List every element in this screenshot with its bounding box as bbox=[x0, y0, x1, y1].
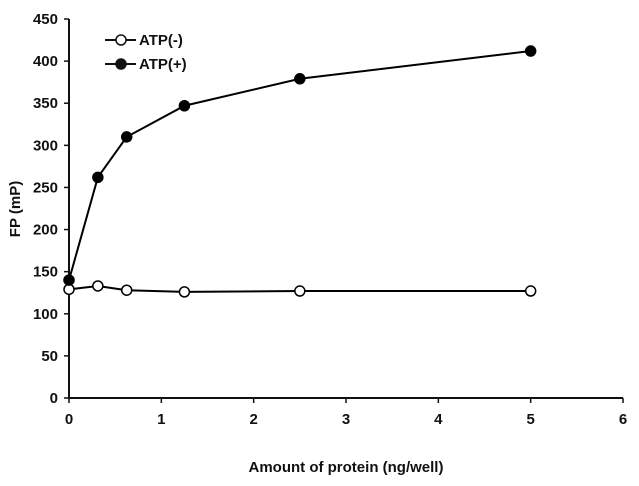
data-point-atp-minus bbox=[178, 286, 191, 298]
x-tick-label: 6 bbox=[619, 411, 627, 428]
y-tick-label: 350 bbox=[33, 95, 58, 112]
data-point-atp-minus bbox=[120, 284, 133, 296]
data-point-atp-minus bbox=[63, 283, 75, 296]
x-tick-label: 1 bbox=[157, 411, 165, 428]
y-tick-label: 300 bbox=[33, 137, 58, 154]
data-point-atp-plus bbox=[63, 274, 75, 286]
x-axis-title: Amount of protein (ng/well) bbox=[249, 459, 444, 476]
data-point-atp-plus bbox=[120, 131, 133, 143]
legend-label-atp-plus: ATP(+) bbox=[139, 56, 187, 73]
x-tick-label: 3 bbox=[342, 411, 350, 428]
y-tick-label: 450 bbox=[33, 11, 58, 28]
legend-label-atp-minus: ATP(-) bbox=[139, 32, 183, 49]
series-line-atp-plus bbox=[68, 50, 531, 281]
data-point-atp-minus bbox=[524, 285, 537, 297]
y-tick-label: 250 bbox=[33, 179, 58, 196]
axes: 0 50 100 150 200 250 300 350 400 450 0 1 2 3 4 5 6 bbox=[33, 11, 627, 428]
legend-item-atp-plus: ATP(+) bbox=[105, 56, 187, 73]
data-point-atp-plus bbox=[524, 45, 537, 57]
y-tick-label: 200 bbox=[33, 222, 58, 239]
series-layer bbox=[63, 45, 537, 298]
data-point-atp-plus bbox=[92, 171, 104, 184]
y-tick-label: 400 bbox=[33, 53, 58, 70]
legend-item-atp-minus: ATP(-) bbox=[105, 32, 183, 49]
data-point-atp-plus bbox=[178, 99, 191, 112]
x-tick-label: 0 bbox=[65, 411, 73, 428]
y-axis-title: FP (mP) bbox=[7, 181, 24, 237]
x-tick-label: 2 bbox=[249, 411, 257, 428]
legend-marker-atp-plus bbox=[115, 58, 127, 70]
data-point-atp-minus bbox=[92, 280, 104, 292]
y-tick-label: 50 bbox=[41, 348, 58, 365]
y-tick-label: 0 bbox=[50, 390, 58, 407]
data-point-atp-minus bbox=[294, 285, 306, 297]
legend: ATP(-) ATP(+) bbox=[105, 32, 187, 73]
y-tick-label: 150 bbox=[33, 264, 58, 281]
x-tick-label: 4 bbox=[434, 411, 443, 428]
y-tick-label: 100 bbox=[33, 306, 58, 323]
data-point-atp-plus bbox=[294, 73, 306, 85]
x-tick-label: 5 bbox=[526, 411, 534, 428]
legend-marker-atp-minus bbox=[115, 34, 127, 46]
